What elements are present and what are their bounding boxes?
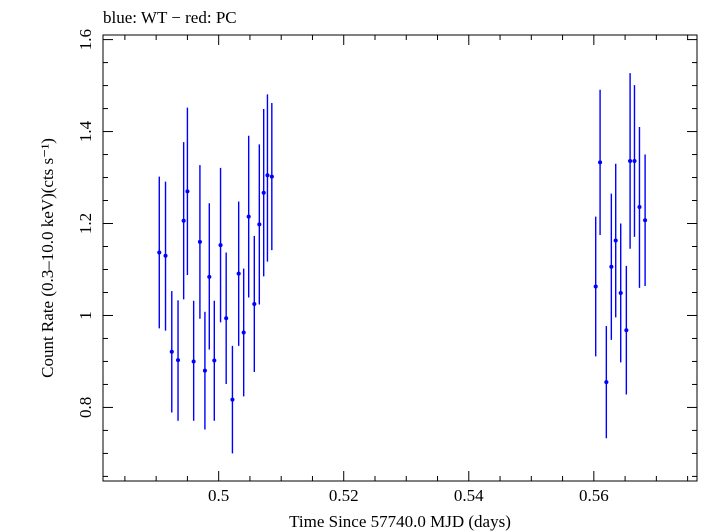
data-point [604,326,609,439]
data-point [269,103,274,251]
point-marker [230,397,235,402]
point-marker [628,158,633,163]
data-point [593,216,598,357]
plot-frame [102,34,698,482]
data-point [261,109,266,277]
data-point [618,223,623,363]
data-point [628,73,633,249]
point-marker [163,253,168,258]
data-point [632,85,637,237]
data-point [598,89,603,236]
point-marker [643,218,648,223]
data-points [157,73,648,454]
point-marker [185,189,190,194]
data-point [643,154,648,287]
point-marker [265,173,270,178]
data-point [191,300,196,421]
point-marker [236,271,241,276]
point-marker [604,380,609,385]
data-point [265,94,270,262]
point-marker [624,328,629,333]
data-point [637,126,642,288]
data-point [212,300,217,421]
data-point [252,235,257,373]
point-marker [207,274,212,279]
x-tick-label: 0.54 [454,486,484,505]
data-point [163,181,168,331]
data-point [169,291,174,413]
point-marker [269,174,274,179]
point-marker [224,316,229,321]
data-point [246,135,251,298]
data-point [224,252,229,384]
data-point [176,300,181,421]
point-marker [176,358,181,363]
y-tick-label: 1.6 [76,29,95,50]
y-axis: 0.8 1 1.2 1.4 1.6 [76,29,697,477]
x-tick-label: 0.56 [579,486,609,505]
y-axis-label: Count Rate (0.3–10.0 keV)(cts s⁻¹) [38,138,57,378]
data-point [257,144,262,305]
point-marker [252,301,257,306]
point-marker [598,160,603,165]
data-point [613,163,618,318]
x-tick-label: 0.5 [208,486,229,505]
data-point [241,268,246,397]
data-point [197,165,202,319]
x-axis-label: Time Since 57740.0 MJD (days) [289,512,511,531]
point-marker [218,243,223,248]
data-point [236,201,241,346]
point-marker [609,264,614,269]
y-tick-label: 1.4 [76,120,95,142]
point-marker [241,330,246,335]
data-point [185,107,190,276]
point-marker [593,284,598,289]
point-marker [246,214,251,219]
y-tick-label: 1.2 [76,213,95,234]
y-tick-label: 1 [76,311,95,320]
point-marker [169,349,174,354]
point-marker [613,238,618,243]
point-marker [157,250,162,255]
chart-title: blue: WT − red: PC [103,8,237,27]
point-marker [632,158,637,163]
data-point [181,142,186,300]
point-marker [261,190,266,195]
y-tick-label: 0.8 [76,397,95,418]
data-point [230,345,235,454]
point-marker [202,368,207,373]
point-marker [257,222,262,227]
point-marker [197,239,202,244]
point-marker [181,218,186,223]
data-point [609,193,614,340]
data-point [202,311,207,430]
x-axis: 0.5 0.52 0.54 0.56 [124,35,689,505]
point-marker [191,359,196,364]
point-marker [618,290,623,295]
data-point [218,167,223,323]
x-tick-label: 0.52 [329,486,359,505]
point-marker [212,358,217,363]
data-point [207,203,212,350]
data-point [624,265,629,395]
data-point [157,176,162,329]
point-marker [637,204,642,209]
